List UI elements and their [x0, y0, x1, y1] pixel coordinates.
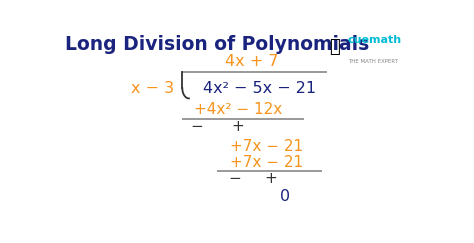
- Text: 4x² − 5x − 21: 4x² − 5x − 21: [203, 81, 316, 95]
- Text: −: −: [191, 119, 203, 134]
- Text: +4x² − 12x: +4x² − 12x: [194, 102, 283, 117]
- Text: +7x − 21: +7x − 21: [230, 156, 303, 170]
- Text: +7x − 21: +7x − 21: [230, 139, 303, 154]
- Text: x − 3: x − 3: [131, 81, 174, 95]
- Text: cuemath: cuemath: [347, 35, 402, 45]
- Text: 🚀: 🚀: [328, 38, 339, 56]
- Text: 0: 0: [280, 189, 290, 204]
- Text: Long Division of Polynomials: Long Division of Polynomials: [65, 35, 369, 54]
- Text: +: +: [231, 119, 244, 134]
- Text: 4x + 7: 4x + 7: [225, 54, 279, 69]
- Text: −: −: [228, 171, 241, 186]
- Text: +: +: [264, 171, 277, 186]
- Text: THE MATH EXPERT: THE MATH EXPERT: [347, 59, 398, 64]
